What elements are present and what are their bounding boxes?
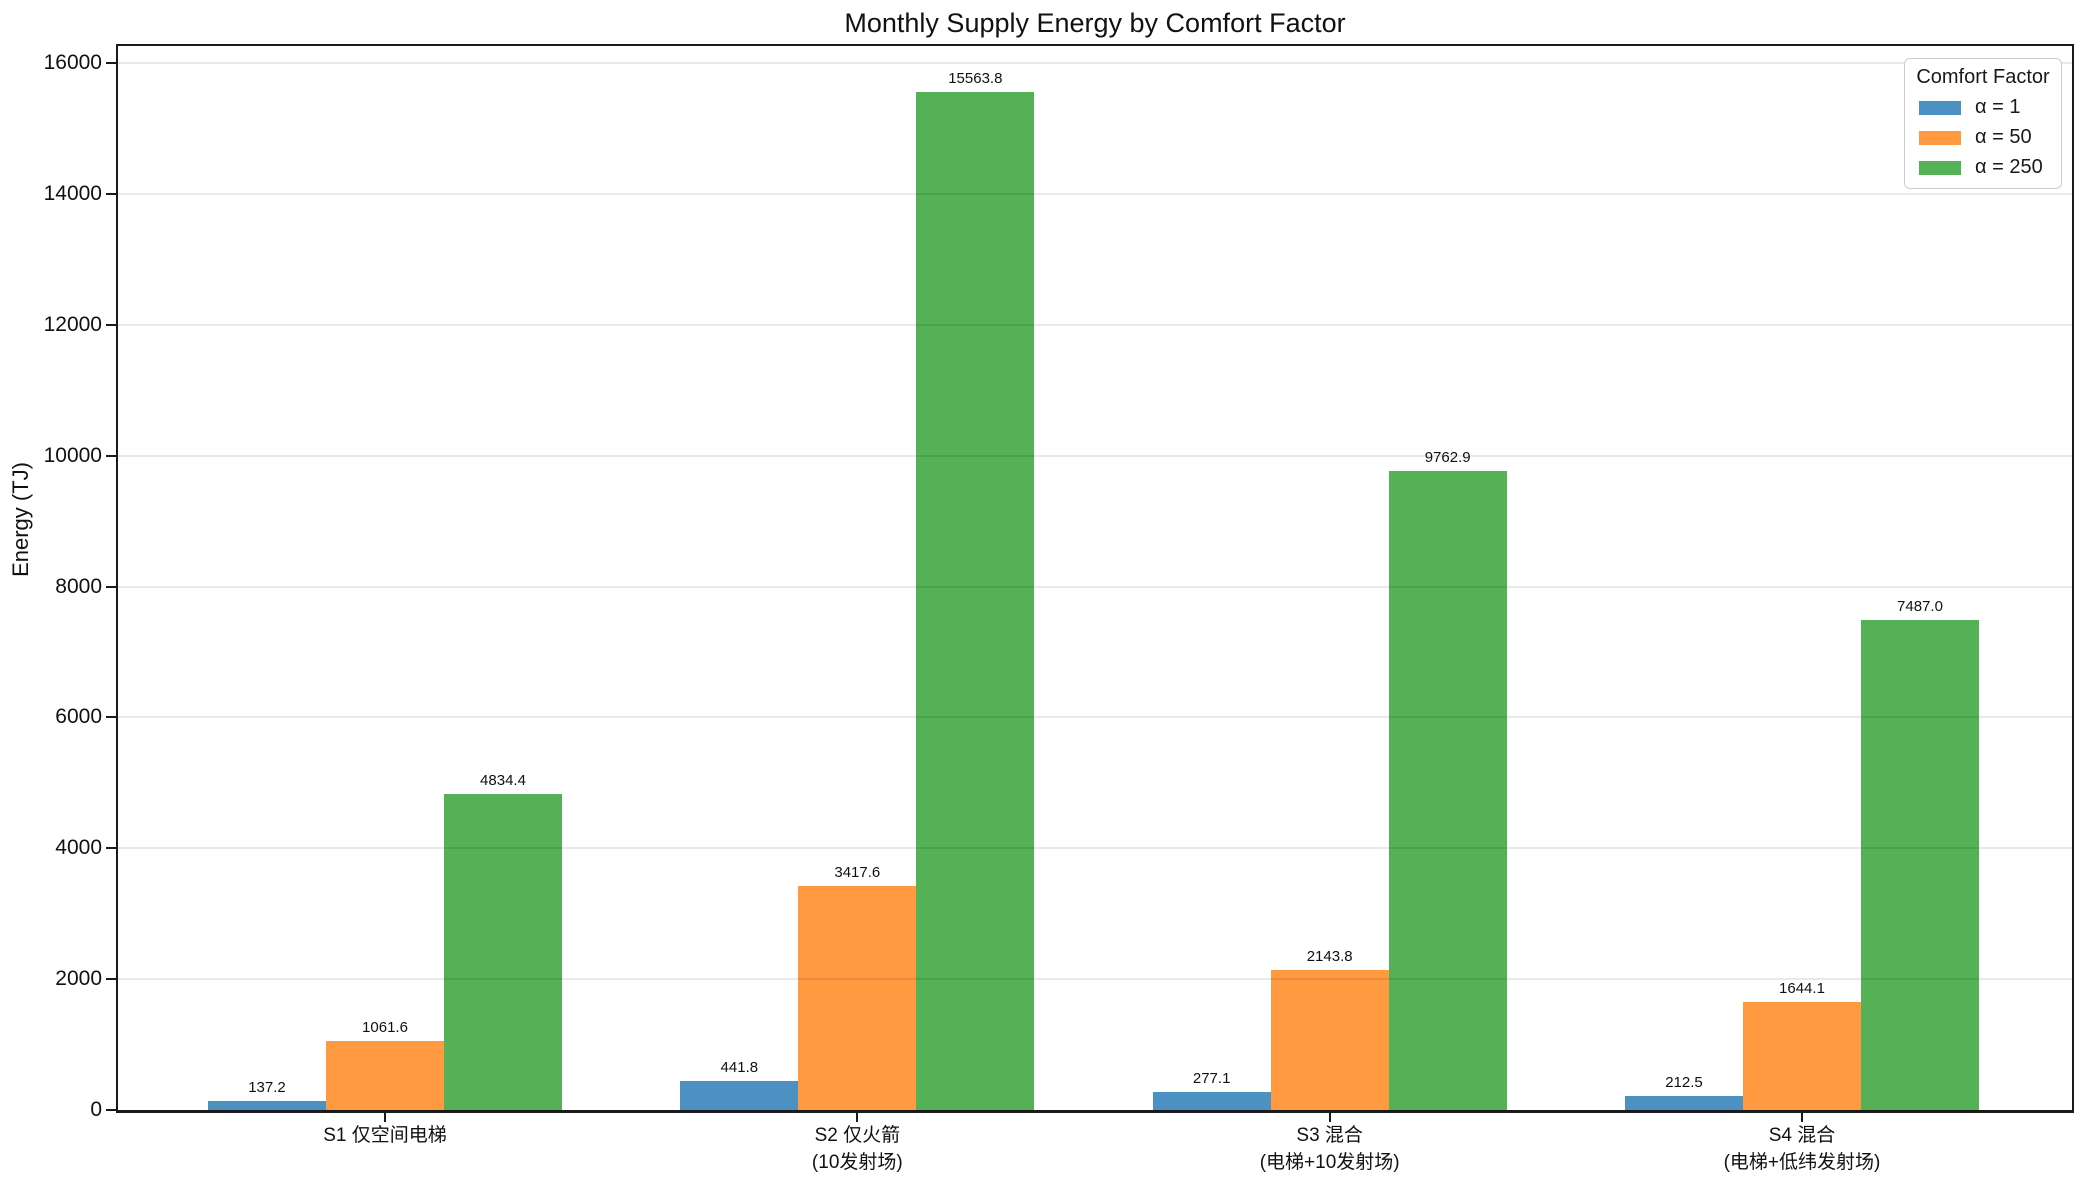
x-tick-label: S2 仅火箭 (10发射场): [647, 1122, 1067, 1176]
gridline: [118, 454, 2072, 457]
x-tick-label-line: S3 混合: [1296, 1125, 1363, 1146]
bar-α = 50-4: [1742, 1002, 1861, 1110]
x-tick-mark: [1328, 1113, 1331, 1122]
bar-value-label: 3417.6: [834, 864, 881, 882]
y-tick-mark: [106, 847, 116, 850]
bar-value-label: 212.5: [1665, 1074, 1703, 1092]
gridline: [118, 847, 2072, 850]
bar-value-label: 277.1: [1192, 1069, 1231, 1087]
legend-entry: α = 50: [1915, 126, 2051, 149]
legend-color-patch: [1919, 100, 1961, 115]
bar-value-label: 1061.6: [362, 1018, 408, 1036]
y-tick-mark: [106, 323, 116, 326]
legend-entry-label: α = 50: [1975, 126, 2032, 148]
legend-entry: α = 250: [1915, 156, 2051, 179]
y-tick-label: 14000: [43, 181, 102, 205]
bar-α = 1-4: [1624, 1096, 1743, 1110]
bar-value-label: 2143.8: [1306, 947, 1353, 965]
bar-value-label: 15563.8: [948, 69, 1003, 87]
gridline: [118, 62, 2072, 65]
bar-value-label: 7487.0: [1897, 598, 1943, 616]
x-tick-label-line: (电梯+低纬发射场): [1723, 1152, 1881, 1173]
legend-entry-label: α = 1: [1975, 96, 2021, 118]
gridline: [118, 323, 2072, 326]
plot-area: 137.2 441.8 277.1 212.5 1061.6 3417.6 2143.8 16…: [116, 44, 2074, 1113]
x-tick-label-line: (电梯+10发射场): [1259, 1152, 1400, 1173]
bar-α = 250-1: [444, 793, 562, 1110]
bar-α = 50-2: [798, 886, 917, 1110]
y-tick-label: 0: [90, 1098, 102, 1121]
y-tick-mark: [106, 192, 116, 195]
bar-α = 250-3: [1388, 471, 1507, 1110]
bar-value-label: 9762.9: [1424, 449, 1471, 467]
gridline: [118, 716, 2072, 719]
bar-α = 250-2: [916, 91, 1035, 1110]
bar-α = 50-3: [1270, 969, 1389, 1110]
y-tick-mark: [106, 716, 116, 719]
y-axis-label: Energy (TJ): [8, 462, 33, 577]
x-tick-label-line: S1 仅空间电梯: [323, 1125, 447, 1146]
y-tick-mark: [106, 62, 116, 64]
y-tick-mark: [106, 1109, 116, 1111]
bar-value-label: 1644.1: [1779, 980, 1825, 998]
bar-α = 1-2: [680, 1081, 799, 1110]
y-tick-label: 12000: [43, 312, 102, 336]
bar-α = 1-3: [1152, 1091, 1271, 1110]
x-tick-label-line: S4 混合: [1768, 1125, 1836, 1146]
legend-color-patch: [1919, 130, 1961, 145]
x-tick-label: S4 混合 (电梯+低纬发射场): [1592, 1122, 2012, 1176]
legend-title: Comfort Factor: [1916, 66, 2050, 88]
x-tick-mark: [1800, 1113, 1803, 1122]
y-tick-mark: [106, 454, 116, 457]
gridline: [118, 192, 2072, 195]
legend-entries: α = 1 α = 50 α = 250: [1915, 96, 2051, 179]
legend-entry: α = 1: [1915, 96, 2051, 119]
bar-value-label: 4834.4: [480, 771, 526, 789]
y-tick-label: 2000: [55, 967, 102, 991]
y-tick-label: 6000: [55, 705, 102, 729]
y-tick-mark: [106, 978, 116, 981]
y-tick-label: 10000: [43, 443, 102, 467]
legend-color-patch: [1919, 160, 1961, 175]
x-tick-label: S3 混合 (电梯+10发射场): [1120, 1122, 1540, 1176]
legend-entry-label: α = 250: [1975, 156, 2043, 178]
gridline: [118, 585, 2072, 588]
bar-value-label: 441.8: [720, 1059, 759, 1077]
legend: Comfort Factor α = 1 α = 50 α = 250: [1904, 58, 2062, 189]
x-tick-mark: [384, 1113, 386, 1122]
y-tick-label: 8000: [55, 574, 102, 598]
bar-α = 250-4: [1860, 620, 1979, 1110]
x-tick-label: S1 仅空间电梯: [175, 1122, 595, 1149]
y-tick-label: 4000: [55, 836, 102, 860]
chart-title: Monthly Supply Energy by Comfort Factor: [844, 8, 1346, 38]
bar-α = 1-1: [208, 1101, 326, 1110]
x-tick-label-line: S2 仅火箭: [814, 1125, 901, 1146]
bar-value-label: 137.2: [248, 1079, 286, 1097]
y-tick-mark: [106, 585, 116, 588]
y-tick-label: 16000: [43, 51, 102, 74]
x-tick-label-line: (10发射场): [811, 1152, 903, 1173]
x-tick-mark: [856, 1113, 859, 1122]
bar-α = 50-1: [326, 1040, 444, 1110]
